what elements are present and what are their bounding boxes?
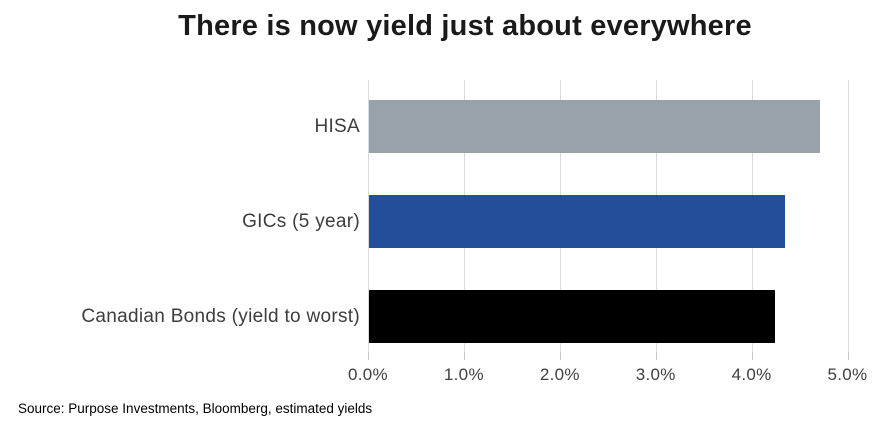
x-axis-tick-label: 5.0% — [827, 365, 868, 384]
chart-title: There is now yield just about everywhere — [178, 10, 752, 42]
gridline — [847, 80, 849, 352]
x-axis-tick-label: 0.0% — [348, 365, 388, 384]
bar — [369, 100, 821, 153]
gridline — [368, 80, 369, 352]
axis-tick-mark — [368, 352, 369, 360]
bar — [369, 195, 785, 248]
source-note: Source: Purpose Investments, Bloomberg, … — [18, 401, 373, 416]
category-label: HISA — [314, 116, 360, 137]
category-label: GICs (5 year) — [242, 211, 360, 232]
axis-tick-mark — [655, 352, 657, 360]
axis-tick-mark — [847, 352, 849, 360]
axis-tick-mark — [463, 352, 465, 360]
axis-tick-mark — [751, 352, 753, 360]
plot-area: HISA GICs (5 year) Canadian Bonds (yield t… — [81, 80, 867, 384]
x-axis-tick-label: 1.0% — [443, 365, 484, 384]
axis-tick-mark — [559, 352, 561, 360]
x-axis-tick-label: 2.0% — [539, 365, 580, 384]
category-label: Canadian Bonds (yield to worst) — [81, 306, 360, 327]
x-axis-tick-label: 3.0% — [635, 365, 676, 384]
bar — [369, 290, 776, 343]
x-axis-tick-label: 4.0% — [731, 365, 772, 384]
